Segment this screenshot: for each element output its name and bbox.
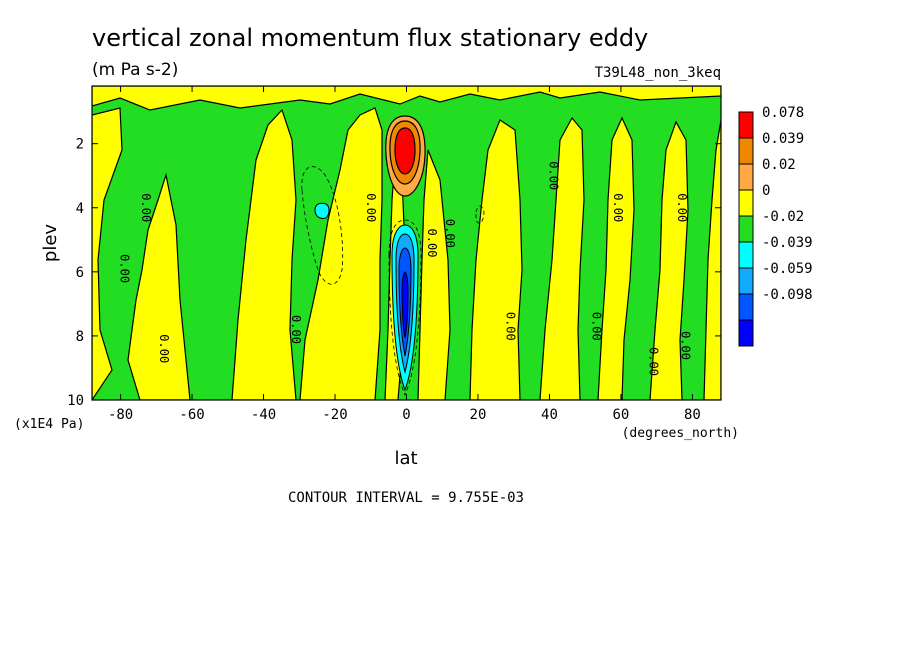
contour-label: 0.00 [443,219,457,248]
x-tick-label: 60 [613,407,630,423]
colorbar-swatch [738,241,754,269]
contour-region-nh-col1 [469,119,523,400]
contour-label: 0.00 [504,312,518,341]
contour-region-equator-right [417,149,451,400]
colorbar-swatch [738,137,754,165]
contour-label: 0.00 [675,193,689,222]
x-axis-label: lat [394,448,417,469]
x-tick-label: -40 [251,407,276,423]
y-tick-label: 2 [76,137,84,153]
contour-label: 0.00 [546,161,560,190]
plot-area: 0.00 0.00 0.00 0.00 0.00 0.00 0.00 0.00 0.00 0.00… [92,86,721,400]
colorbar-swatch [738,293,754,321]
contour-label: 0.00 [589,312,603,341]
contour-label: 0.00 [118,254,132,283]
contour-label: 0.00 [679,331,693,360]
contour-region-sh-col4 [299,107,383,400]
dashed-contour-eq [388,219,422,397]
x-units: (degrees_north) [622,426,739,441]
colorbar: 0.078 0.039 0.02 0 -0.02 -0.039 -0.059 -0.098 [738,105,813,347]
contour-region-sh-col3 [231,108,297,400]
colorbar-swatch [738,215,754,243]
contour-region-sh-col1 [92,107,123,400]
dashed-contours [301,166,485,397]
x-tick-label: -20 [322,407,347,423]
contour-region-negative-0.098 [401,271,409,339]
y-axis-label: plev [40,224,61,263]
y-units: (x1E4 Pa) [14,417,84,432]
contour-labels: 0.00 0.00 0.00 0.00 0.00 0.00 0.00 0.00 0.00 0.00… [118,161,693,376]
contour-region-positive-0.078 [394,127,416,175]
contour-region-negative-sh [314,202,330,219]
positive-maximum [385,115,426,197]
x-tick-label: -80 [108,407,133,423]
negative-minimum [314,202,419,392]
colorbar-swatch [738,319,754,347]
y-tick-label: 8 [76,329,84,345]
x-tick-label: 0 [402,407,410,423]
colorbar-label: -0.098 [762,287,813,303]
colorbar-label: 0 [762,183,770,199]
contour-label: 0.00 [425,229,439,258]
contour-label: 0.00 [364,193,378,222]
y-ticks: 2 4 6 8 10 [67,137,721,409]
contour-interval: CONTOUR INTERVAL = 9.755E-03 [288,490,524,506]
dataset-label: T39L48_non_3keq [595,65,721,81]
chart-title: vertical zonal momentum flux stationary … [92,24,648,52]
y-tick-label: 6 [76,265,84,281]
contour-label: 0.00 [139,193,153,222]
dashed-contour-nh [475,205,485,224]
contour-label: 0.00 [157,334,171,363]
colorbar-swatch [738,111,754,139]
contour-region-top-band [92,86,721,111]
contour-label: 0.00 [647,347,661,376]
colorbar-label: -0.02 [762,209,804,225]
contour-region-sh-col2 [127,172,191,400]
x-tick-label: 40 [541,407,558,423]
colorbar-label: -0.059 [762,261,813,277]
contour-label: 0.00 [289,315,303,344]
chart-units: (m Pa s-2) [92,60,178,80]
x-ticks: -80 -60 -40 -20 0 20 40 60 80 [108,86,701,423]
colorbar-label: 0.02 [762,157,796,173]
y-tick-label: 4 [76,201,84,217]
dashed-contour-sh [301,166,344,285]
contour-region-nh-col3 [597,116,635,400]
colorbar-label: -0.039 [762,235,813,251]
contour-label: 0.00 [611,193,625,222]
contour-region-nh-col4 [649,120,689,400]
x-tick-label: 80 [684,407,701,423]
contour-region-nh-col2 [539,116,585,400]
x-tick-label: -60 [179,407,204,423]
x-tick-label: 20 [470,407,487,423]
contour-region-nh-col5 [703,119,721,400]
colorbar-swatch [738,163,754,191]
colorbar-label: 0.078 [762,105,804,121]
colorbar-swatch [738,267,754,295]
colorbar-label: 0.039 [762,131,804,147]
y-tick-label: 10 [67,393,84,409]
colorbar-swatch [738,189,754,217]
